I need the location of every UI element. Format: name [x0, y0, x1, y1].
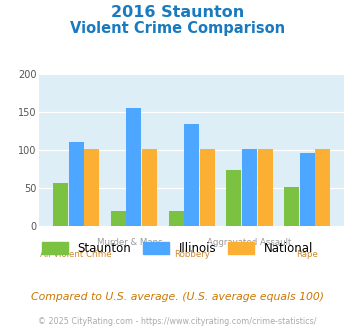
Bar — [69, 142, 83, 226]
Text: Murder & Mans...: Murder & Mans... — [97, 238, 171, 247]
Bar — [53, 183, 68, 226]
Bar — [169, 211, 184, 226]
Bar — [242, 149, 257, 226]
Bar — [316, 149, 331, 226]
Legend: Staunton, Illinois, National: Staunton, Illinois, National — [38, 237, 317, 260]
Bar — [142, 149, 157, 226]
Bar — [226, 170, 241, 226]
Text: Compared to U.S. average. (U.S. average equals 100): Compared to U.S. average. (U.S. average … — [31, 292, 324, 302]
Bar — [300, 153, 315, 226]
Text: Robbery: Robbery — [174, 249, 210, 259]
Bar — [258, 149, 273, 226]
Text: 2016 Staunton: 2016 Staunton — [111, 5, 244, 20]
Text: Violent Crime Comparison: Violent Crime Comparison — [70, 21, 285, 36]
Text: All Violent Crime: All Violent Crime — [40, 249, 112, 259]
Bar — [84, 149, 99, 226]
Bar — [200, 149, 215, 226]
Bar — [111, 211, 126, 226]
Text: Aggravated Assault: Aggravated Assault — [207, 238, 292, 247]
Bar — [284, 187, 299, 226]
Bar — [184, 123, 199, 226]
Text: © 2025 CityRating.com - https://www.cityrating.com/crime-statistics/: © 2025 CityRating.com - https://www.city… — [38, 317, 317, 326]
Bar — [126, 108, 141, 226]
Text: Rape: Rape — [296, 249, 318, 259]
